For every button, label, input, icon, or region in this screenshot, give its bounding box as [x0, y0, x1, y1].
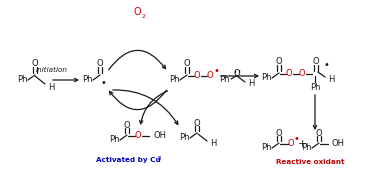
Text: •: •: [293, 134, 299, 144]
Text: Ph: Ph: [262, 143, 272, 152]
Text: Ph: Ph: [169, 75, 180, 84]
Text: O: O: [313, 57, 319, 66]
Text: O: O: [194, 72, 200, 81]
Text: H: H: [210, 139, 216, 148]
Text: O: O: [97, 59, 103, 69]
Text: O: O: [135, 132, 141, 140]
Text: O: O: [288, 140, 294, 149]
Text: O: O: [276, 57, 282, 66]
Text: Ph: Ph: [302, 143, 312, 152]
Text: O: O: [32, 59, 38, 69]
Text: O: O: [234, 70, 240, 79]
Text: Initiation: Initiation: [36, 67, 68, 73]
Text: Ph: Ph: [310, 82, 320, 91]
Text: Activated by Cu: Activated by Cu: [96, 157, 160, 163]
Text: O: O: [316, 129, 322, 138]
Text: O: O: [299, 70, 305, 79]
Text: Ph: Ph: [220, 75, 230, 84]
Text: H: H: [328, 75, 335, 84]
Text: O: O: [194, 118, 200, 128]
Text: II: II: [157, 156, 161, 160]
Text: O: O: [276, 129, 282, 138]
Text: Ph: Ph: [180, 133, 190, 142]
Text: O: O: [286, 70, 292, 79]
Text: OH: OH: [332, 140, 345, 149]
Text: O: O: [124, 121, 130, 130]
Text: O: O: [133, 7, 141, 17]
Text: Ph: Ph: [82, 75, 93, 84]
Text: •: •: [323, 60, 329, 70]
Text: H: H: [248, 80, 254, 89]
Text: Reactive oxidant: Reactive oxidant: [276, 159, 344, 165]
Text: H: H: [48, 82, 54, 91]
Text: Ph: Ph: [17, 75, 28, 84]
Text: Ph: Ph: [262, 73, 272, 82]
Text: O: O: [207, 72, 213, 81]
Text: •: •: [213, 66, 219, 76]
Text: Ph: Ph: [110, 135, 120, 144]
Text: +: +: [297, 139, 307, 149]
Text: O: O: [184, 59, 190, 69]
Text: 2: 2: [142, 13, 146, 19]
Text: •: •: [100, 78, 106, 88]
Text: OH: OH: [153, 132, 166, 140]
